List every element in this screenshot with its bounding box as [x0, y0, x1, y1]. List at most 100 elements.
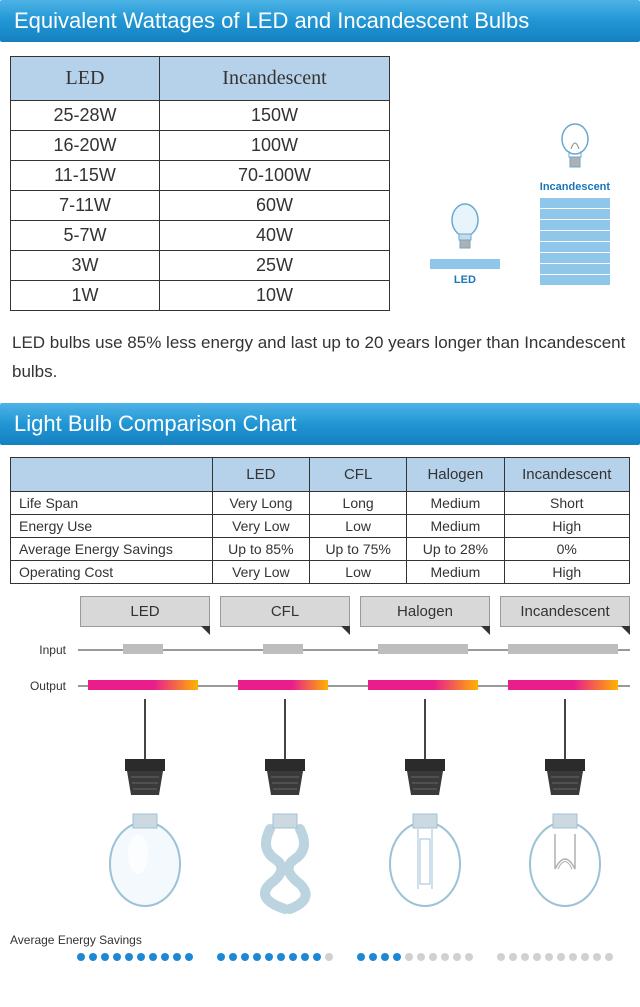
bar-segment [540, 198, 610, 208]
wire [284, 699, 286, 759]
wattage-col-led: LED [11, 57, 160, 101]
input-cell [498, 644, 628, 654]
dot [393, 953, 401, 961]
hanging-bulb-incandescent [500, 699, 630, 919]
input-cell [218, 644, 348, 654]
table-row: Operating CostVery LowLowMediumHigh [11, 560, 630, 583]
viz-col-incan: Incandescent [540, 123, 610, 286]
viz-label-led: LED [454, 274, 476, 286]
output-cell [498, 680, 628, 690]
table-cell: 7-11W [11, 191, 160, 221]
dot [101, 953, 109, 961]
wire [144, 699, 146, 759]
dot [313, 953, 321, 961]
dot [557, 953, 565, 961]
table-cell: 16-20W [11, 131, 160, 161]
input-cell [78, 644, 208, 654]
bar-segment [540, 231, 610, 241]
comparison-table: LEDCFLHalogenIncandescent Life SpanVery … [10, 457, 630, 584]
dot [357, 953, 365, 961]
dot [509, 953, 517, 961]
table-row: 3W25W [11, 251, 390, 281]
dot [405, 953, 413, 961]
io-section: LEDCFLHalogenIncandescent Input Output [0, 584, 640, 919]
table-cell: Up to 28% [407, 537, 504, 560]
dot [241, 953, 249, 961]
input-label: Input [10, 643, 72, 657]
table-row: 25-28W150W [11, 101, 390, 131]
dot [545, 953, 553, 961]
table-row: 11-15W70-100W [11, 161, 390, 191]
hanging-bulb-cfl [220, 699, 350, 919]
dot [277, 953, 285, 961]
output-cell [358, 680, 488, 690]
dot [77, 953, 85, 961]
socket-icon [537, 759, 593, 799]
dot [161, 953, 169, 961]
bar-segment [540, 275, 610, 285]
table-cell: Medium [407, 560, 504, 583]
bar-segment [540, 253, 610, 263]
wattage-bar-viz: LED Incandescent [410, 56, 630, 311]
dot [289, 953, 297, 961]
output-bar [368, 680, 478, 690]
dot [173, 953, 181, 961]
dot [265, 953, 273, 961]
table-row: 7-11W60W [11, 191, 390, 221]
output-row: Output [10, 677, 630, 695]
bar-segment [540, 220, 610, 230]
dot [521, 953, 529, 961]
table-cell: 40W [159, 221, 389, 251]
dot [581, 953, 589, 961]
comparison-col: Incandescent [504, 457, 629, 491]
bar-segment [540, 264, 610, 274]
viz-label-incan: Incandescent [540, 181, 610, 193]
dot [605, 953, 613, 961]
table-cell: 100W [159, 131, 389, 161]
table-cell: High [504, 560, 629, 583]
table-row: Average Energy SavingsUp to 85%Up to 75%… [11, 537, 630, 560]
table-cell: Very Long [212, 491, 309, 514]
table-row: Energy UseVery LowLowMediumHigh [11, 514, 630, 537]
table-cell: 10W [159, 281, 389, 311]
dot [229, 953, 237, 961]
table-cell: Energy Use [11, 514, 213, 537]
table-row: Life SpanVery LongLongMediumShort [11, 491, 630, 514]
dot [325, 953, 333, 961]
table-row: 16-20W100W [11, 131, 390, 161]
table-cell: Operating Cost [11, 560, 213, 583]
dot [569, 953, 577, 961]
hanging-bulb-halogen [360, 699, 490, 919]
led-bulb-icon [447, 202, 483, 252]
savings-dots [70, 953, 200, 961]
wattage-table: LED Incandescent 25-28W150W16-20W100W11-… [10, 56, 390, 311]
table-cell: 3W [11, 251, 160, 281]
section1-header: Equivalent Wattages of LED and Incandesc… [0, 0, 640, 42]
savings-dots [350, 953, 480, 961]
dot [429, 953, 437, 961]
socket-icon [117, 759, 173, 799]
dot [465, 953, 473, 961]
output-bar [88, 680, 198, 690]
comparison-col: CFL [310, 457, 407, 491]
bulb-tab: Incandescent [500, 596, 630, 627]
socket-icon [397, 759, 453, 799]
wire [564, 699, 566, 759]
bar-segment [540, 209, 610, 219]
table-cell: Medium [407, 514, 504, 537]
output-label: Output [10, 679, 72, 693]
table-cell: Average Energy Savings [11, 537, 213, 560]
dot [217, 953, 225, 961]
bulb-tab: LED [80, 596, 210, 627]
table-row: 1W10W [11, 281, 390, 311]
dot [369, 953, 377, 961]
section1-body-text: LED bulbs use 85% less energy and last u… [0, 321, 640, 403]
input-bar [263, 644, 303, 654]
output-bar [508, 680, 618, 690]
dot [89, 953, 97, 961]
comparison-col [11, 457, 213, 491]
incandescent-bulb-icon [557, 123, 593, 173]
section2-header: Light Bulb Comparison Chart [0, 403, 640, 445]
table-cell: Medium [407, 491, 504, 514]
table-cell: 0% [504, 537, 629, 560]
